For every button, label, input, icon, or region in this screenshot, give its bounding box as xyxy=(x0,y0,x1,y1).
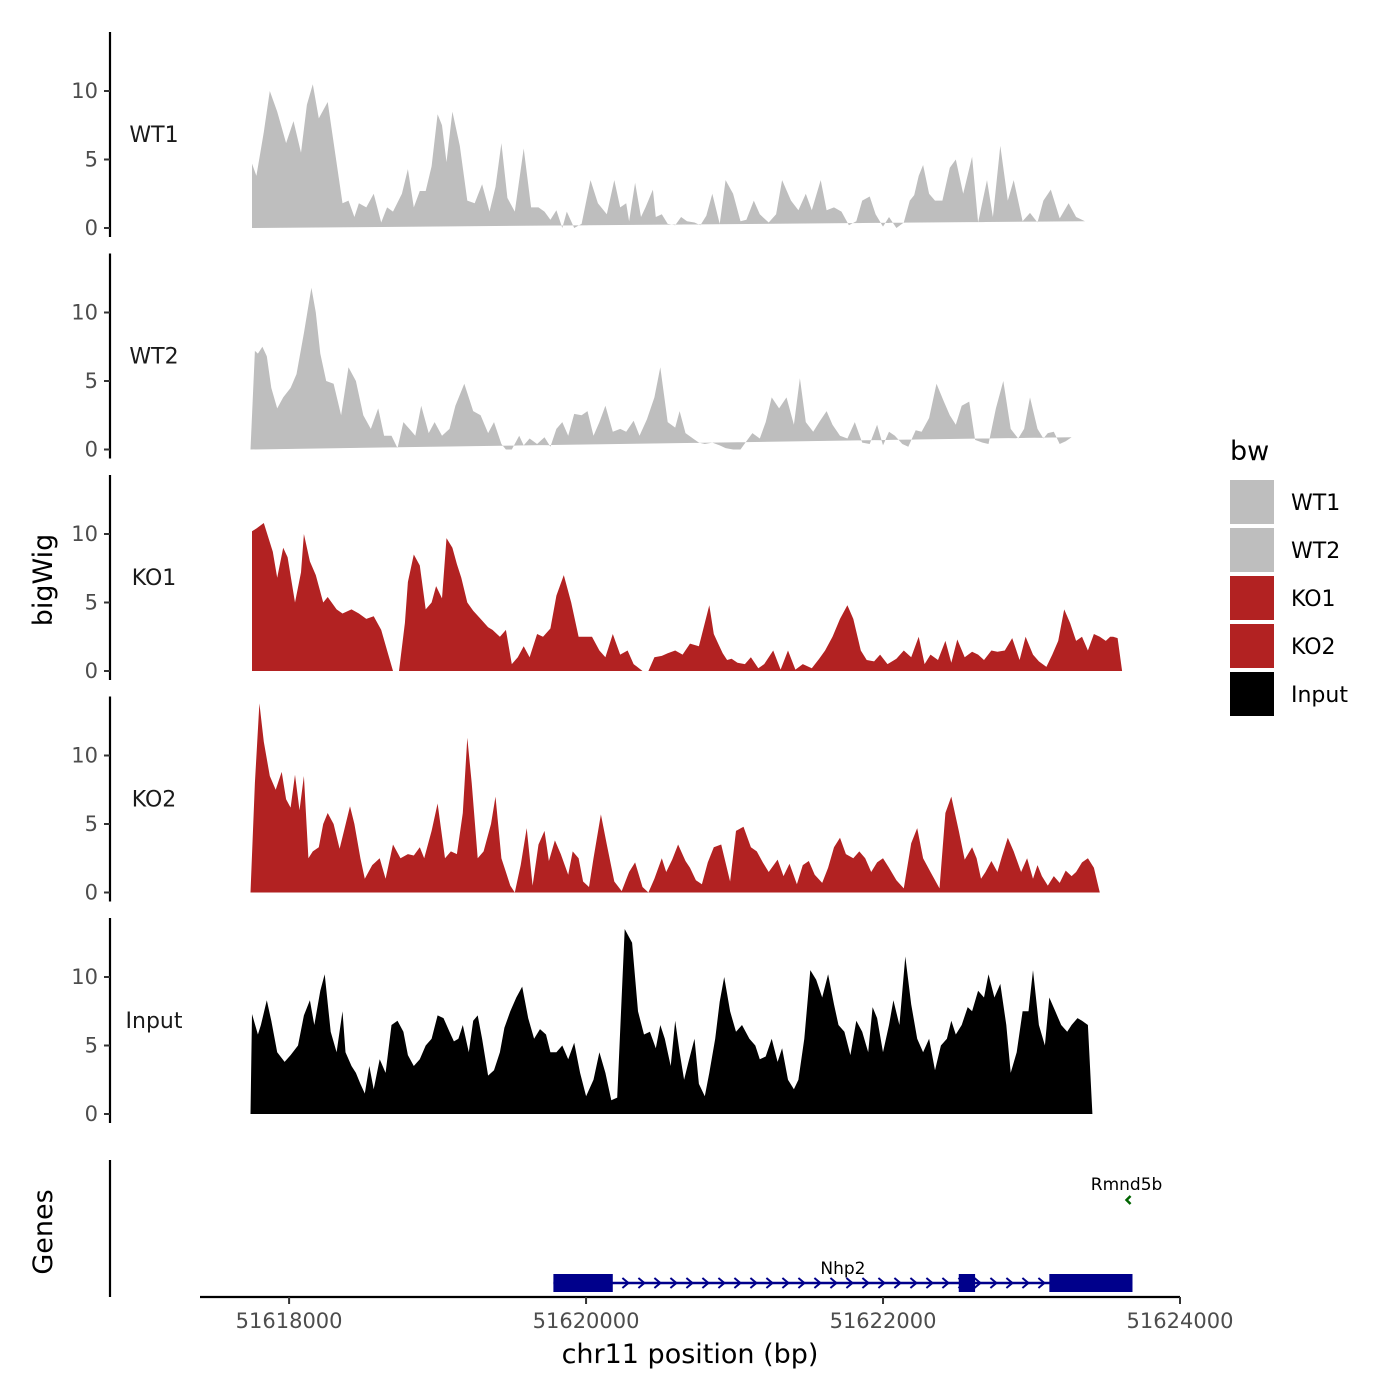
gene-nhp2: Nhp2 xyxy=(553,1259,1133,1292)
legend-label: WT2 xyxy=(1291,539,1340,564)
strand-arrow xyxy=(845,1277,854,1289)
strand-arrow xyxy=(1037,1277,1046,1289)
legend-label: Input xyxy=(1291,683,1348,708)
strand-arrow xyxy=(877,1277,886,1289)
signal-area-ko2 xyxy=(250,703,1100,893)
strand-arrow xyxy=(653,1277,662,1289)
strand-arrow xyxy=(685,1277,694,1289)
legend: bw WT1 WT2 KO1 KO2 Input xyxy=(1230,436,1348,716)
track-label: Input xyxy=(126,1009,183,1034)
y-tick-label: 5 xyxy=(85,591,98,615)
gene-exon xyxy=(958,1274,976,1292)
strand-arrow xyxy=(669,1277,678,1289)
strand-arrow xyxy=(765,1277,774,1289)
y-axis-title: bigWig xyxy=(28,534,59,627)
x-tick-label: 51618000 xyxy=(236,1309,343,1333)
x-axis: 51618000 51620000 51622000 51624000 xyxy=(200,1295,1234,1333)
y-tick-label: 0 xyxy=(85,659,98,683)
strand-arrow xyxy=(973,1277,982,1289)
legend-label: KO1 xyxy=(1291,587,1336,612)
legend-swatch xyxy=(1230,672,1274,716)
strand-arrow xyxy=(733,1277,742,1289)
track-panel-ko2: 0 5 10 KO2 xyxy=(71,696,1100,905)
y-tick-label: 10 xyxy=(71,301,98,325)
y-tick-label: 5 xyxy=(85,369,98,393)
strand-arrow xyxy=(893,1277,902,1289)
strand-arrow xyxy=(781,1277,790,1289)
strand-arrow xyxy=(829,1277,838,1289)
gene-track: Rmnd5b Nhp2 xyxy=(108,1160,1163,1297)
y-tick-label: 10 xyxy=(71,744,98,768)
track-label: KO2 xyxy=(132,788,177,813)
y-tick-label: 0 xyxy=(85,216,98,240)
strand-arrow xyxy=(861,1277,870,1289)
strand-arrow xyxy=(1005,1277,1014,1289)
y-tick-label: 0 xyxy=(85,438,98,462)
gene-exon xyxy=(553,1274,613,1292)
y-tick-label: 0 xyxy=(85,881,98,905)
strand-arrow xyxy=(621,1277,630,1289)
strand-arrow xyxy=(909,1277,918,1289)
y-tick-label: 5 xyxy=(85,812,98,836)
strand-arrow xyxy=(749,1277,758,1289)
y-tick-label: 0 xyxy=(85,1102,98,1126)
track-panels: 0 5 10 WT1 0 5 10 WT2 0 5 10 KO1 0 5 10 KO2 0 5 10 Input xyxy=(71,32,1123,1126)
legend-swatch xyxy=(1230,480,1274,524)
track-panel-input: 0 5 10 Input xyxy=(71,918,1093,1126)
gene-exon xyxy=(1049,1274,1133,1292)
strand-arrow xyxy=(701,1277,710,1289)
legend-swatch xyxy=(1230,576,1274,620)
gene-label: Rmnd5b xyxy=(1091,1175,1163,1195)
strand-arrow xyxy=(989,1277,998,1289)
track-panel-wt1: 0 5 10 WT1 xyxy=(71,32,1085,240)
x-tick-label: 51624000 xyxy=(1127,1309,1234,1333)
genes-axis-title: Genes xyxy=(28,1189,59,1274)
strand-arrow xyxy=(717,1277,726,1289)
x-axis-title: chr11 position (bp) xyxy=(562,1339,819,1370)
signal-area-wt2 xyxy=(250,287,1072,450)
track-label: WT1 xyxy=(129,123,178,148)
legend-label: KO2 xyxy=(1291,635,1336,660)
y-tick-label: 10 xyxy=(71,965,98,989)
legend-swatch xyxy=(1230,624,1274,668)
strand-arrow xyxy=(1021,1277,1030,1289)
strand-arrow xyxy=(941,1277,950,1289)
y-tick-label: 5 xyxy=(85,1034,98,1058)
legend-label: WT1 xyxy=(1291,491,1340,516)
strand-arrow xyxy=(813,1277,822,1289)
strand-arrow xyxy=(797,1277,806,1289)
gene-label: Nhp2 xyxy=(820,1259,865,1279)
strand-arrow xyxy=(1124,1195,1132,1205)
track-label: KO1 xyxy=(132,566,177,591)
signal-area-input xyxy=(250,929,1093,1114)
y-tick-label: 5 xyxy=(85,148,98,172)
y-tick-label: 10 xyxy=(71,79,98,103)
y-tick-label: 10 xyxy=(71,522,98,546)
signal-area-ko1 xyxy=(252,523,1123,671)
track-label: WT2 xyxy=(129,345,178,370)
strand-arrow xyxy=(925,1277,934,1289)
x-tick-label: 51622000 xyxy=(830,1309,937,1333)
track-panel-wt2: 0 5 10 WT2 xyxy=(71,253,1072,462)
gene-rmnd5b: Rmnd5b xyxy=(1091,1175,1163,1205)
signal-area-wt1 xyxy=(252,84,1085,228)
legend-swatch xyxy=(1230,528,1274,572)
strand-arrow xyxy=(637,1277,646,1289)
legend-title: bw xyxy=(1230,436,1269,467)
x-tick-label: 51620000 xyxy=(533,1309,640,1333)
track-panel-ko1: 0 5 10 KO1 xyxy=(71,475,1123,683)
